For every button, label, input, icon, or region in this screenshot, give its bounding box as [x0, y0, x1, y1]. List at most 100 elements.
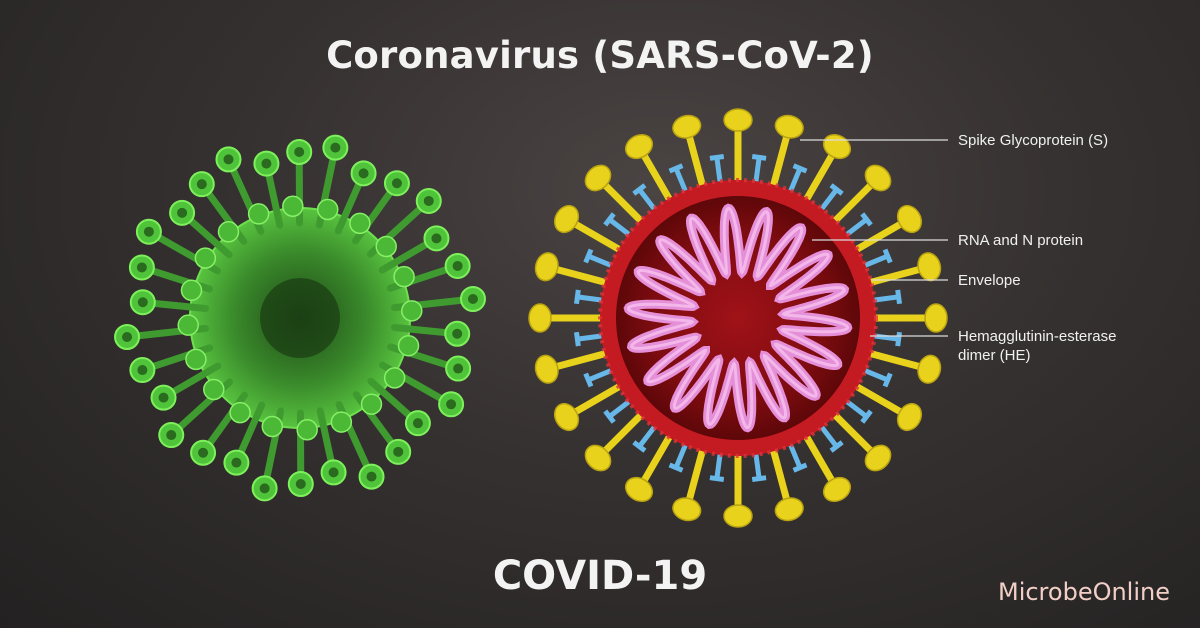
he-dimer [587, 367, 615, 382]
green-spike-center [136, 262, 147, 273]
he-dimer-cap [860, 212, 873, 227]
green-spike-center [143, 226, 154, 237]
green-spike-center [431, 233, 442, 244]
spike-glycoprotein-head [584, 444, 612, 472]
virus-cross-section [528, 108, 948, 528]
he-dimer-cap [829, 183, 844, 196]
green-spike-center [423, 195, 434, 206]
spike-glycoprotein-head [924, 303, 948, 333]
green-inner-bulb [177, 314, 199, 336]
green-spike-center [295, 478, 306, 489]
spike-glycoprotein-head [553, 402, 580, 432]
green-spike-center [198, 447, 209, 458]
he-dimer [608, 398, 633, 418]
spike-glycoprotein-head [822, 476, 852, 503]
spike-glycoprotein-stalk [852, 219, 907, 254]
he-dimer-cap [632, 440, 647, 453]
spike-glycoprotein-stalk [830, 180, 876, 226]
label-spike-glycoprotein: Spike Glycoprotein (S) [958, 132, 1109, 149]
he-dimer-cap [709, 475, 725, 483]
label-hemagglutinin-esterase: Hemagglutinin-esterase dimer (HE) [958, 328, 1117, 364]
green-inner-bulb [203, 378, 225, 401]
green-inner-bulb [360, 393, 383, 415]
green-spike-center [328, 467, 339, 478]
spike-glycoprotein-head [774, 497, 804, 522]
spike-glycoprotein-head [672, 497, 702, 522]
spike-glycoprotein-head [534, 252, 559, 282]
he-dimer-cap [583, 372, 594, 388]
he-dimer-cap [573, 331, 581, 347]
spike-glycoprotein-head [534, 354, 559, 384]
he-dimer-cap [751, 475, 767, 483]
subtitle: COVID-19 [492, 553, 708, 599]
brand-logo-text: MicrobeOnline [997, 578, 1170, 606]
green-spike-center [158, 392, 169, 403]
he-dimer-cap [751, 153, 767, 161]
leader-lines [800, 139, 948, 337]
green-spike-center [358, 168, 369, 179]
spike-glycoprotein-head [896, 402, 923, 432]
spike-glycoprotein-stalk [830, 410, 876, 456]
spike-glycoprotein-head [584, 164, 612, 192]
green-inner-bulb [349, 212, 371, 235]
he-dimer [638, 188, 658, 213]
spike-glycoprotein-stalk [550, 265, 611, 287]
green-inner-bulb [261, 415, 284, 438]
he-dimer [576, 294, 606, 303]
green-spike-center [391, 178, 402, 189]
he-dimer-cap [573, 289, 581, 305]
green-spike-center [393, 446, 404, 457]
spike-glycoprotein-stalk [865, 349, 926, 371]
he-dimer [818, 423, 838, 448]
green-inner-bulb [316, 198, 339, 221]
label-envelope: Envelope [958, 272, 1021, 289]
he-dimer-cap [632, 183, 647, 196]
green-spike-center [294, 147, 305, 158]
green-inner-bulb [282, 195, 304, 217]
he-dimer [587, 254, 615, 269]
he-dimer [608, 218, 633, 238]
he-dimer-cap [668, 163, 684, 174]
he-dimer [753, 450, 762, 480]
spike-glycoprotein-stalk [639, 149, 674, 204]
he-dimer [861, 254, 889, 269]
green-spike-center [122, 332, 133, 343]
spike-glycoprotein-stalk [769, 130, 791, 191]
he-dimer [861, 367, 889, 382]
he-dimer-cap [603, 409, 616, 424]
he-dimer-cap [583, 248, 594, 264]
he-dimer-cap [603, 212, 616, 227]
green-spike-center [223, 154, 234, 165]
spike-glycoprotein-stalk [600, 410, 646, 456]
green-inner-bulb [397, 334, 420, 357]
spike-glycoprotein-stalk [600, 180, 646, 226]
label-rna-n-protein: RNA and N protein [958, 232, 1084, 249]
green-inner-bulb [383, 367, 406, 389]
spike-glycoprotein-stalk [569, 219, 624, 254]
green-inner-bulb [247, 203, 270, 225]
spike-glycoprotein-stalk [569, 382, 624, 417]
he-dimer [818, 188, 838, 213]
he-dimer-cap [895, 331, 903, 347]
green-inner-bulb [375, 235, 397, 258]
spike-glycoprotein-head [723, 504, 753, 528]
he-dimer [576, 333, 606, 342]
green-spike-center [452, 328, 463, 339]
spike-glycoprotein-head [864, 164, 892, 192]
green-spike-center [412, 418, 423, 429]
he-dimer-cap [882, 248, 893, 264]
green-inner-bulb [185, 348, 207, 371]
he-dimer [714, 156, 723, 186]
green-inner-bulb [217, 221, 240, 243]
spike-glycoprotein-head [723, 108, 753, 132]
spike-glycoprotein-stalk [802, 149, 837, 204]
spike-glycoprotein-head [528, 303, 552, 333]
green-inner-bulb [330, 411, 353, 433]
green-spike-center [366, 471, 377, 482]
green-spike-center [261, 158, 272, 169]
he-dimer-cap [829, 440, 844, 453]
green-spike-center [177, 207, 188, 218]
green-inner-bulb [296, 419, 318, 441]
he-dimer [753, 156, 762, 186]
spike-glycoprotein-head [917, 354, 942, 384]
